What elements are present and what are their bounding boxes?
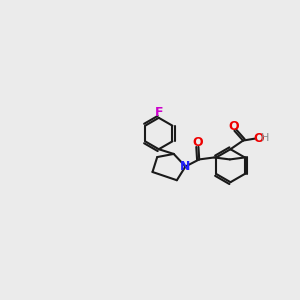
- Text: N: N: [180, 160, 191, 173]
- Text: H: H: [260, 133, 269, 143]
- Text: O: O: [193, 136, 203, 148]
- Text: O: O: [229, 120, 239, 133]
- Text: O: O: [254, 132, 264, 145]
- Text: F: F: [154, 106, 163, 119]
